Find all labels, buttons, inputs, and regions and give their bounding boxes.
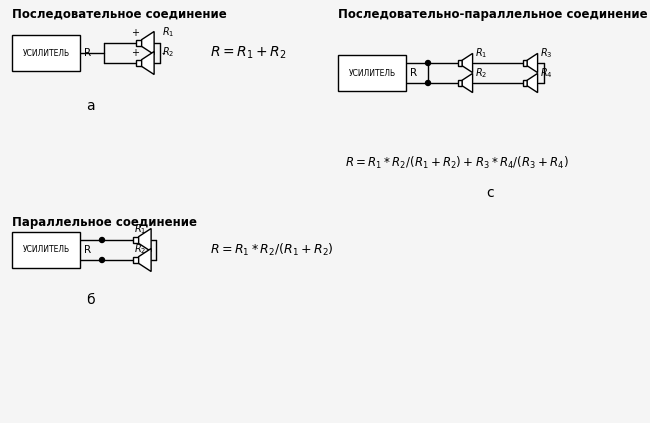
Circle shape bbox=[426, 80, 430, 85]
Bar bbox=[458, 80, 462, 86]
Text: $R_1$: $R_1$ bbox=[474, 46, 487, 60]
Text: Последовательное соединение: Последовательное соединение bbox=[12, 8, 227, 21]
Polygon shape bbox=[142, 52, 154, 74]
Circle shape bbox=[99, 258, 105, 263]
Text: $R = R_1 + R_2$: $R = R_1 + R_2$ bbox=[210, 45, 287, 61]
Text: УСИЛИТЕЛЬ: УСИЛИТЕЛЬ bbox=[348, 69, 396, 77]
Polygon shape bbox=[527, 74, 538, 93]
Bar bbox=[523, 60, 527, 66]
Text: $R_2$: $R_2$ bbox=[474, 66, 487, 80]
Bar bbox=[523, 80, 527, 86]
Bar bbox=[136, 60, 142, 66]
Text: $R = R_1 * R_2 / (R_1 + R_2) + R_3 * R_4 / (R_3 + R_4)$: $R = R_1 * R_2 / (R_1 + R_2) + R_3 * R_4… bbox=[345, 155, 569, 171]
Text: $R = R_1 * R_2 / (R_1 + R_2)$: $R = R_1 * R_2 / (R_1 + R_2)$ bbox=[210, 242, 334, 258]
Text: УСИЛИТЕЛЬ: УСИЛИТЕЛЬ bbox=[23, 245, 70, 255]
Polygon shape bbox=[142, 31, 154, 55]
Text: а: а bbox=[86, 99, 94, 113]
Text: R: R bbox=[84, 245, 91, 255]
Polygon shape bbox=[138, 228, 151, 252]
Text: $R_4$: $R_4$ bbox=[540, 66, 552, 80]
Polygon shape bbox=[462, 74, 473, 93]
Bar bbox=[458, 60, 462, 66]
Bar bbox=[12, 35, 80, 71]
Circle shape bbox=[99, 237, 105, 242]
Bar bbox=[338, 55, 406, 91]
Text: R: R bbox=[410, 68, 417, 78]
Text: $R_1$: $R_1$ bbox=[135, 222, 147, 236]
Text: б: б bbox=[86, 293, 94, 307]
Text: $R_2$: $R_2$ bbox=[162, 45, 174, 59]
Polygon shape bbox=[462, 53, 473, 73]
Bar bbox=[12, 232, 80, 268]
Text: Последовательно-параллельное соединение: Последовательно-параллельное соединение bbox=[338, 8, 647, 21]
Text: +: + bbox=[131, 48, 139, 58]
Bar bbox=[136, 40, 142, 47]
Text: $R_3$: $R_3$ bbox=[540, 46, 552, 60]
Bar bbox=[133, 257, 138, 264]
Text: УСИЛИТЕЛЬ: УСИЛИТЕЛЬ bbox=[23, 49, 70, 58]
Bar bbox=[133, 236, 138, 243]
Text: R: R bbox=[84, 48, 91, 58]
Polygon shape bbox=[527, 53, 538, 73]
Text: Параллельное соединение: Параллельное соединение bbox=[12, 216, 197, 229]
Text: $R_2$: $R_2$ bbox=[135, 242, 147, 256]
Circle shape bbox=[426, 60, 430, 66]
Polygon shape bbox=[138, 248, 151, 272]
Text: с: с bbox=[486, 186, 494, 200]
Text: +: + bbox=[131, 28, 139, 38]
Text: -: - bbox=[161, 48, 164, 58]
Text: $R_1$: $R_1$ bbox=[162, 25, 174, 39]
